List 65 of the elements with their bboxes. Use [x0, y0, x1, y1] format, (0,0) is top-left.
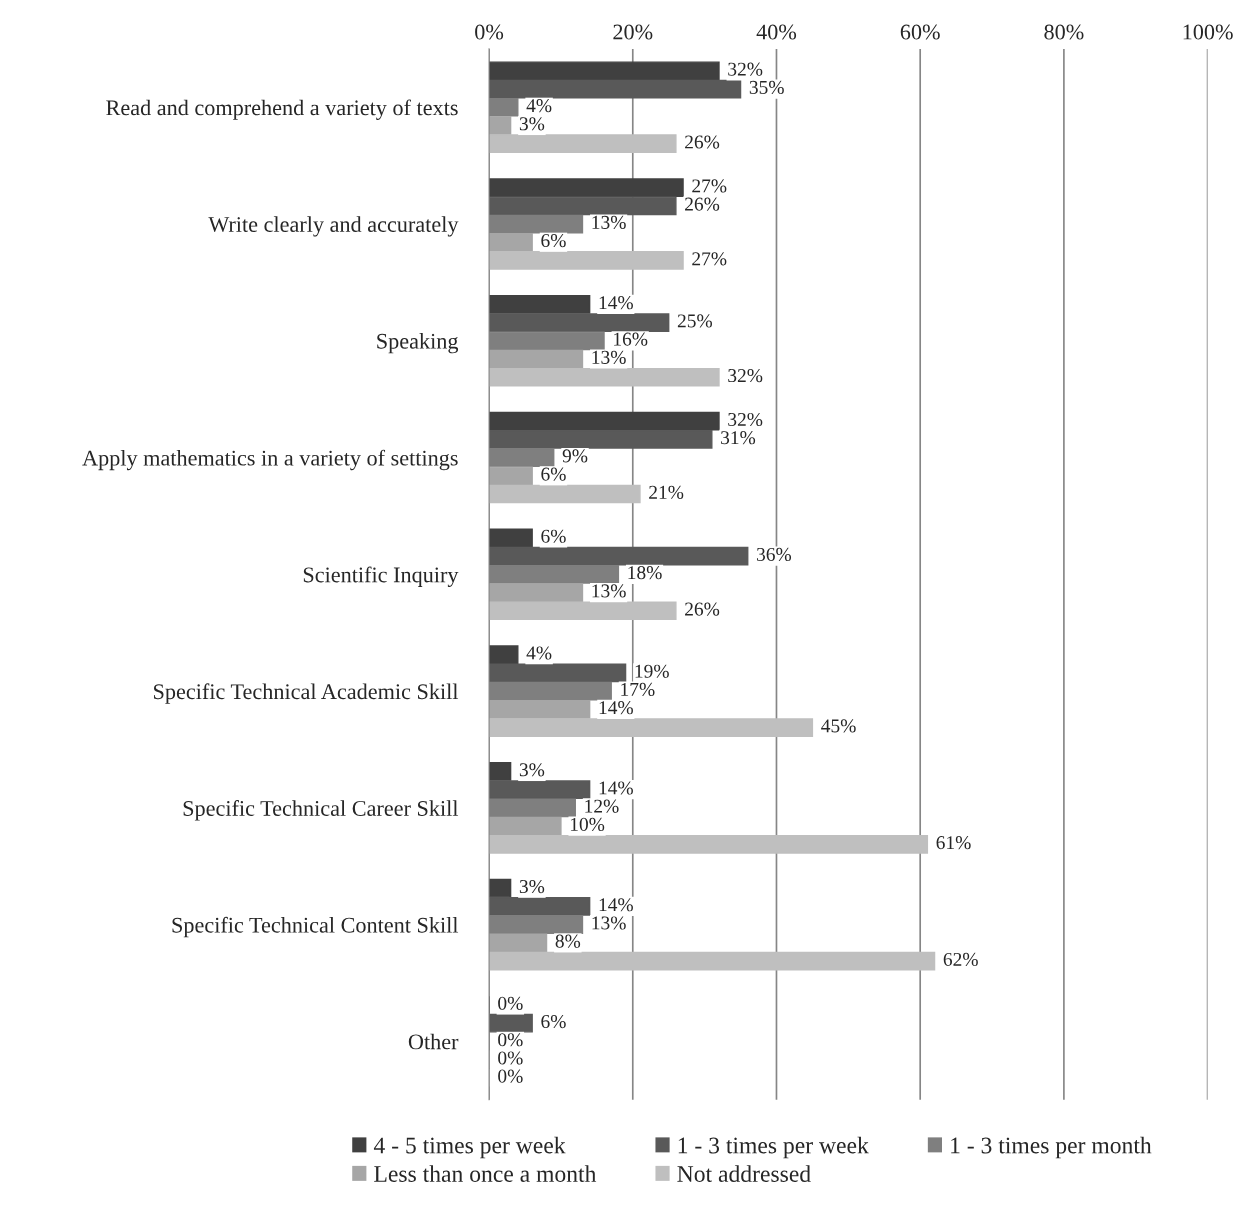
data-label: 13%: [592, 215, 626, 229]
data-label: 3%: [519, 879, 545, 894]
data-label: 12%: [585, 799, 619, 813]
y-tick-label: Read and comprehend a variety of texts: [106, 99, 458, 120]
data-label: 8%: [555, 934, 581, 948]
y-tick-label: Scientific Inquiry: [303, 566, 459, 587]
data-label: 0%: [498, 1069, 523, 1083]
data-label: 0%: [498, 1033, 523, 1047]
data-label: 13%: [592, 916, 626, 930]
data-label: 3%: [519, 117, 545, 131]
data-label: 32%: [728, 62, 763, 76]
data-label: 31%: [721, 431, 756, 445]
x-tick-label: 80%: [1044, 24, 1084, 40]
data-label: 26%: [685, 602, 720, 616]
data-label: 36%: [757, 547, 792, 562]
y-tick-label: Speaking: [377, 333, 459, 354]
data-label: 45%: [821, 719, 856, 733]
data-label: 21%: [649, 485, 684, 499]
legend-label: 4 - 5 times per week: [373, 1136, 566, 1159]
data-label: 13%: [592, 584, 626, 598]
x-tick-label: 40%: [756, 24, 797, 40]
legend-label: 1 - 3 times per month: [951, 1136, 1152, 1159]
data-label: 4%: [526, 99, 552, 113]
data-label: 3%: [519, 763, 545, 777]
data-label: 14%: [599, 296, 633, 310]
data-label: 9%: [562, 449, 588, 463]
data-label: 14%: [599, 781, 633, 795]
y-tick-label: Other: [408, 1033, 459, 1050]
data-label: 6%: [541, 1014, 566, 1029]
data-label: 16%: [614, 332, 648, 346]
data-label: 6%: [541, 233, 566, 248]
data-label: 6%: [541, 467, 566, 481]
data-label: 26%: [685, 135, 720, 149]
y-tick-label: Write clearly and accurately: [208, 216, 459, 237]
data-label: 61%: [936, 836, 971, 850]
data-label: 14%: [599, 898, 633, 912]
data-label: 32%: [728, 412, 763, 427]
data-label: 35%: [749, 80, 784, 94]
y-tick-label: Specific Technical Academic Skill: [154, 683, 459, 704]
legend-label: Less than once a month: [374, 1165, 597, 1182]
data-label: 4%: [526, 646, 552, 660]
x-tick-label: 100%: [1183, 24, 1233, 40]
data-label: 62%: [943, 952, 978, 967]
data-label: 0%: [498, 1051, 523, 1065]
y-tick-label: Specific Technical Content Skill: [172, 916, 459, 938]
data-label: 18%: [628, 566, 662, 580]
x-tick-label: 20%: [613, 24, 653, 40]
data-label: 14%: [599, 701, 633, 715]
data-label: 13%: [592, 350, 626, 364]
legend-label: 1 - 3 times per week: [678, 1136, 869, 1159]
data-label: 6%: [541, 529, 566, 543]
data-label: 19%: [635, 664, 669, 678]
y-tick-label: Specific Technical Career Skill: [183, 800, 459, 821]
data-label: 0%: [498, 996, 523, 1010]
x-tick-label: 60%: [900, 24, 940, 40]
data-label: 32%: [728, 368, 763, 383]
data-label: 25%: [677, 314, 713, 328]
legend-label: Not addressed: [677, 1165, 811, 1182]
data-label: 10%: [570, 817, 605, 832]
y-tick-label: Apply mathematics in a variety of settings: [82, 449, 458, 471]
x-tick-label: 0%: [475, 24, 504, 40]
data-label: 27%: [692, 252, 727, 266]
data-label: 26%: [685, 197, 720, 211]
data-label: 17%: [621, 682, 655, 697]
data-label: 27%: [692, 179, 727, 193]
